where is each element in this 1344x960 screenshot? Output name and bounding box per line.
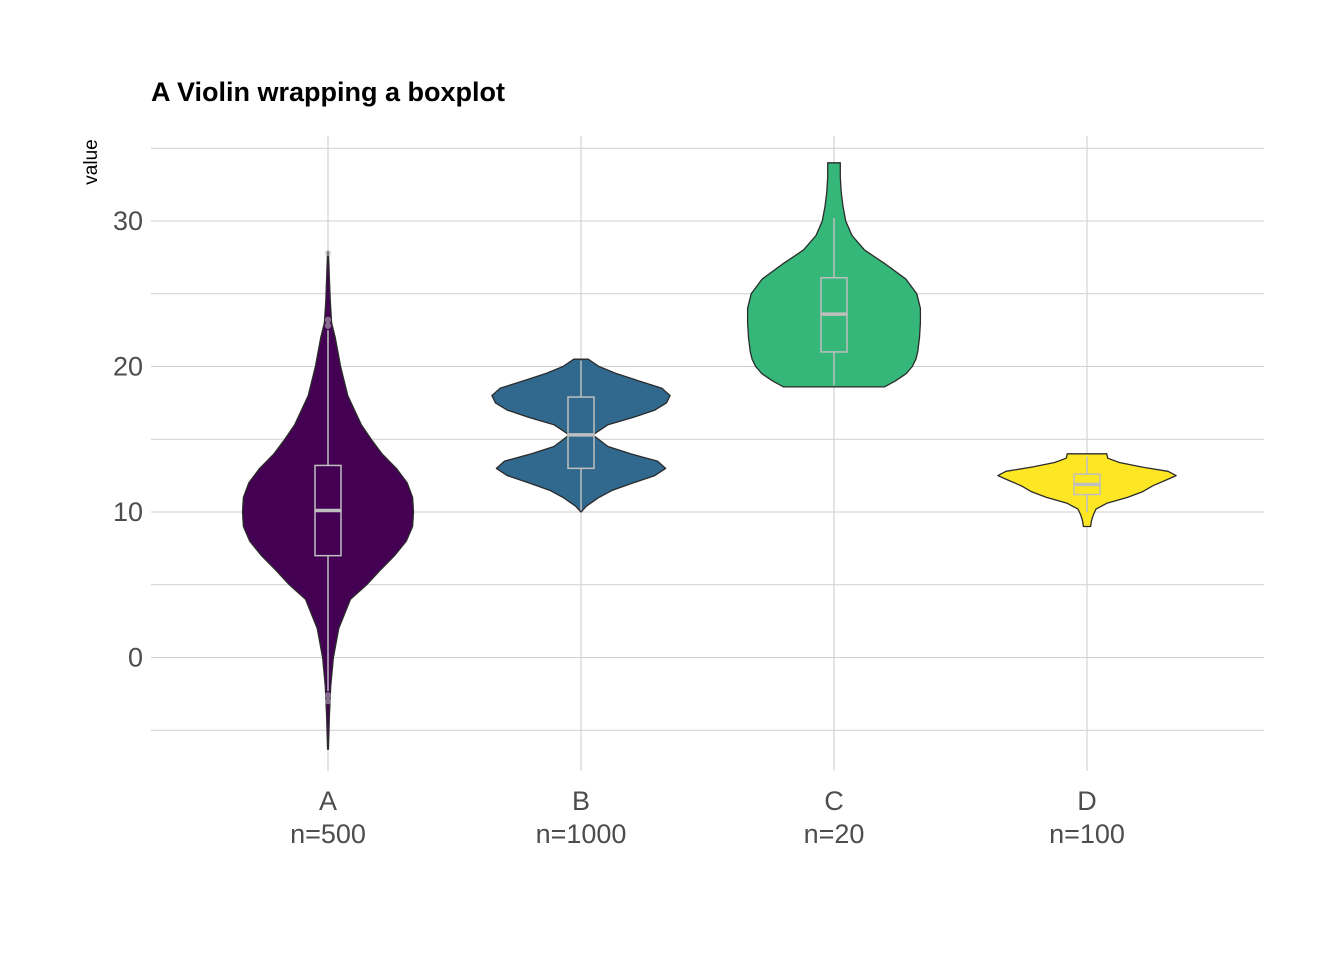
x-tick-count-label: n=500 bbox=[290, 819, 366, 849]
x-tick-count-label: n=1000 bbox=[536, 819, 627, 849]
y-tick-label: 20 bbox=[113, 352, 143, 382]
outlier-point bbox=[324, 316, 332, 324]
violin-group-c bbox=[746, 162, 922, 388]
x-tick-label: D bbox=[1077, 786, 1097, 816]
outlier-point bbox=[324, 249, 332, 257]
box-b bbox=[567, 396, 595, 470]
y-tick-labels: 0 10 20 30 bbox=[113, 206, 143, 673]
violin-d bbox=[997, 453, 1177, 528]
outlier-point bbox=[324, 697, 332, 705]
outlier-point bbox=[324, 692, 332, 699]
x-tick-label: A bbox=[319, 786, 337, 816]
x-tick-label: B bbox=[572, 786, 590, 816]
violin-group-a bbox=[241, 249, 415, 750]
x-tick-label: C bbox=[824, 786, 844, 816]
y-tick-label: 10 bbox=[113, 497, 143, 527]
violin-group-b bbox=[491, 358, 671, 513]
y-tick-label: 30 bbox=[113, 206, 143, 236]
chart-title: A Violin wrapping a boxplot bbox=[151, 77, 505, 107]
y-tick-label: 0 bbox=[128, 643, 143, 673]
y-axis-label: value bbox=[81, 139, 102, 184]
x-tick-count-label: n=100 bbox=[1049, 819, 1125, 849]
violin-group-d bbox=[997, 453, 1177, 528]
x-tick-labels: An=500 Bn=1000 Cn=20 Dn=100 bbox=[290, 786, 1125, 849]
violins bbox=[241, 162, 1177, 750]
outlier-point bbox=[324, 322, 332, 329]
x-tick-count-label: n=20 bbox=[804, 819, 865, 849]
